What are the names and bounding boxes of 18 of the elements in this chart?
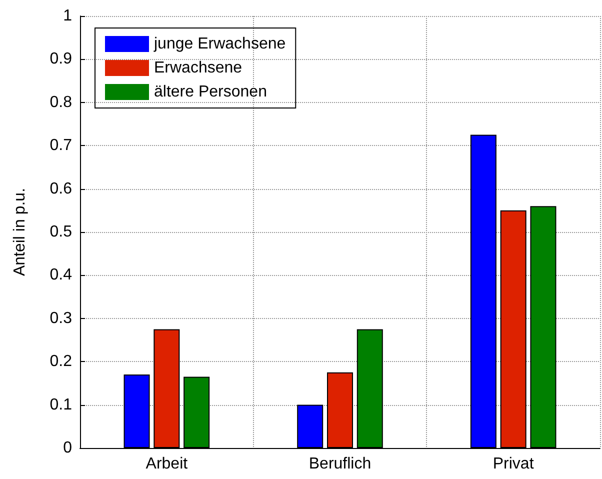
legend-label: junge Erwachsene bbox=[153, 36, 286, 52]
x-tick-label: Privat bbox=[492, 456, 534, 472]
y-axis-title: Anteil in p.u. bbox=[12, 188, 28, 276]
y-tick-label: 0.3 bbox=[50, 310, 72, 327]
y-tick-label: 0.5 bbox=[50, 224, 72, 240]
y-tick-label: 0.7 bbox=[50, 137, 72, 154]
legend-label: ältere Personen bbox=[154, 84, 267, 100]
y-tick-label: 0.1 bbox=[50, 396, 72, 414]
x-tick-label: Beruflich bbox=[308, 456, 372, 472]
y-tick-label: 0.6 bbox=[50, 180, 72, 198]
y-tick-label: 1 bbox=[63, 8, 72, 24]
y-tick-label: 0.4 bbox=[50, 266, 72, 284]
y-tick-label: 0.9 bbox=[50, 50, 72, 68]
y-tick-label: 0.8 bbox=[50, 94, 72, 111]
y-tick-label: 0 bbox=[63, 440, 72, 456]
y-tick-label: 0.2 bbox=[50, 353, 72, 370]
legend-label: Erwachsene bbox=[154, 60, 242, 76]
x-tick-label: Arbeit bbox=[146, 456, 188, 472]
